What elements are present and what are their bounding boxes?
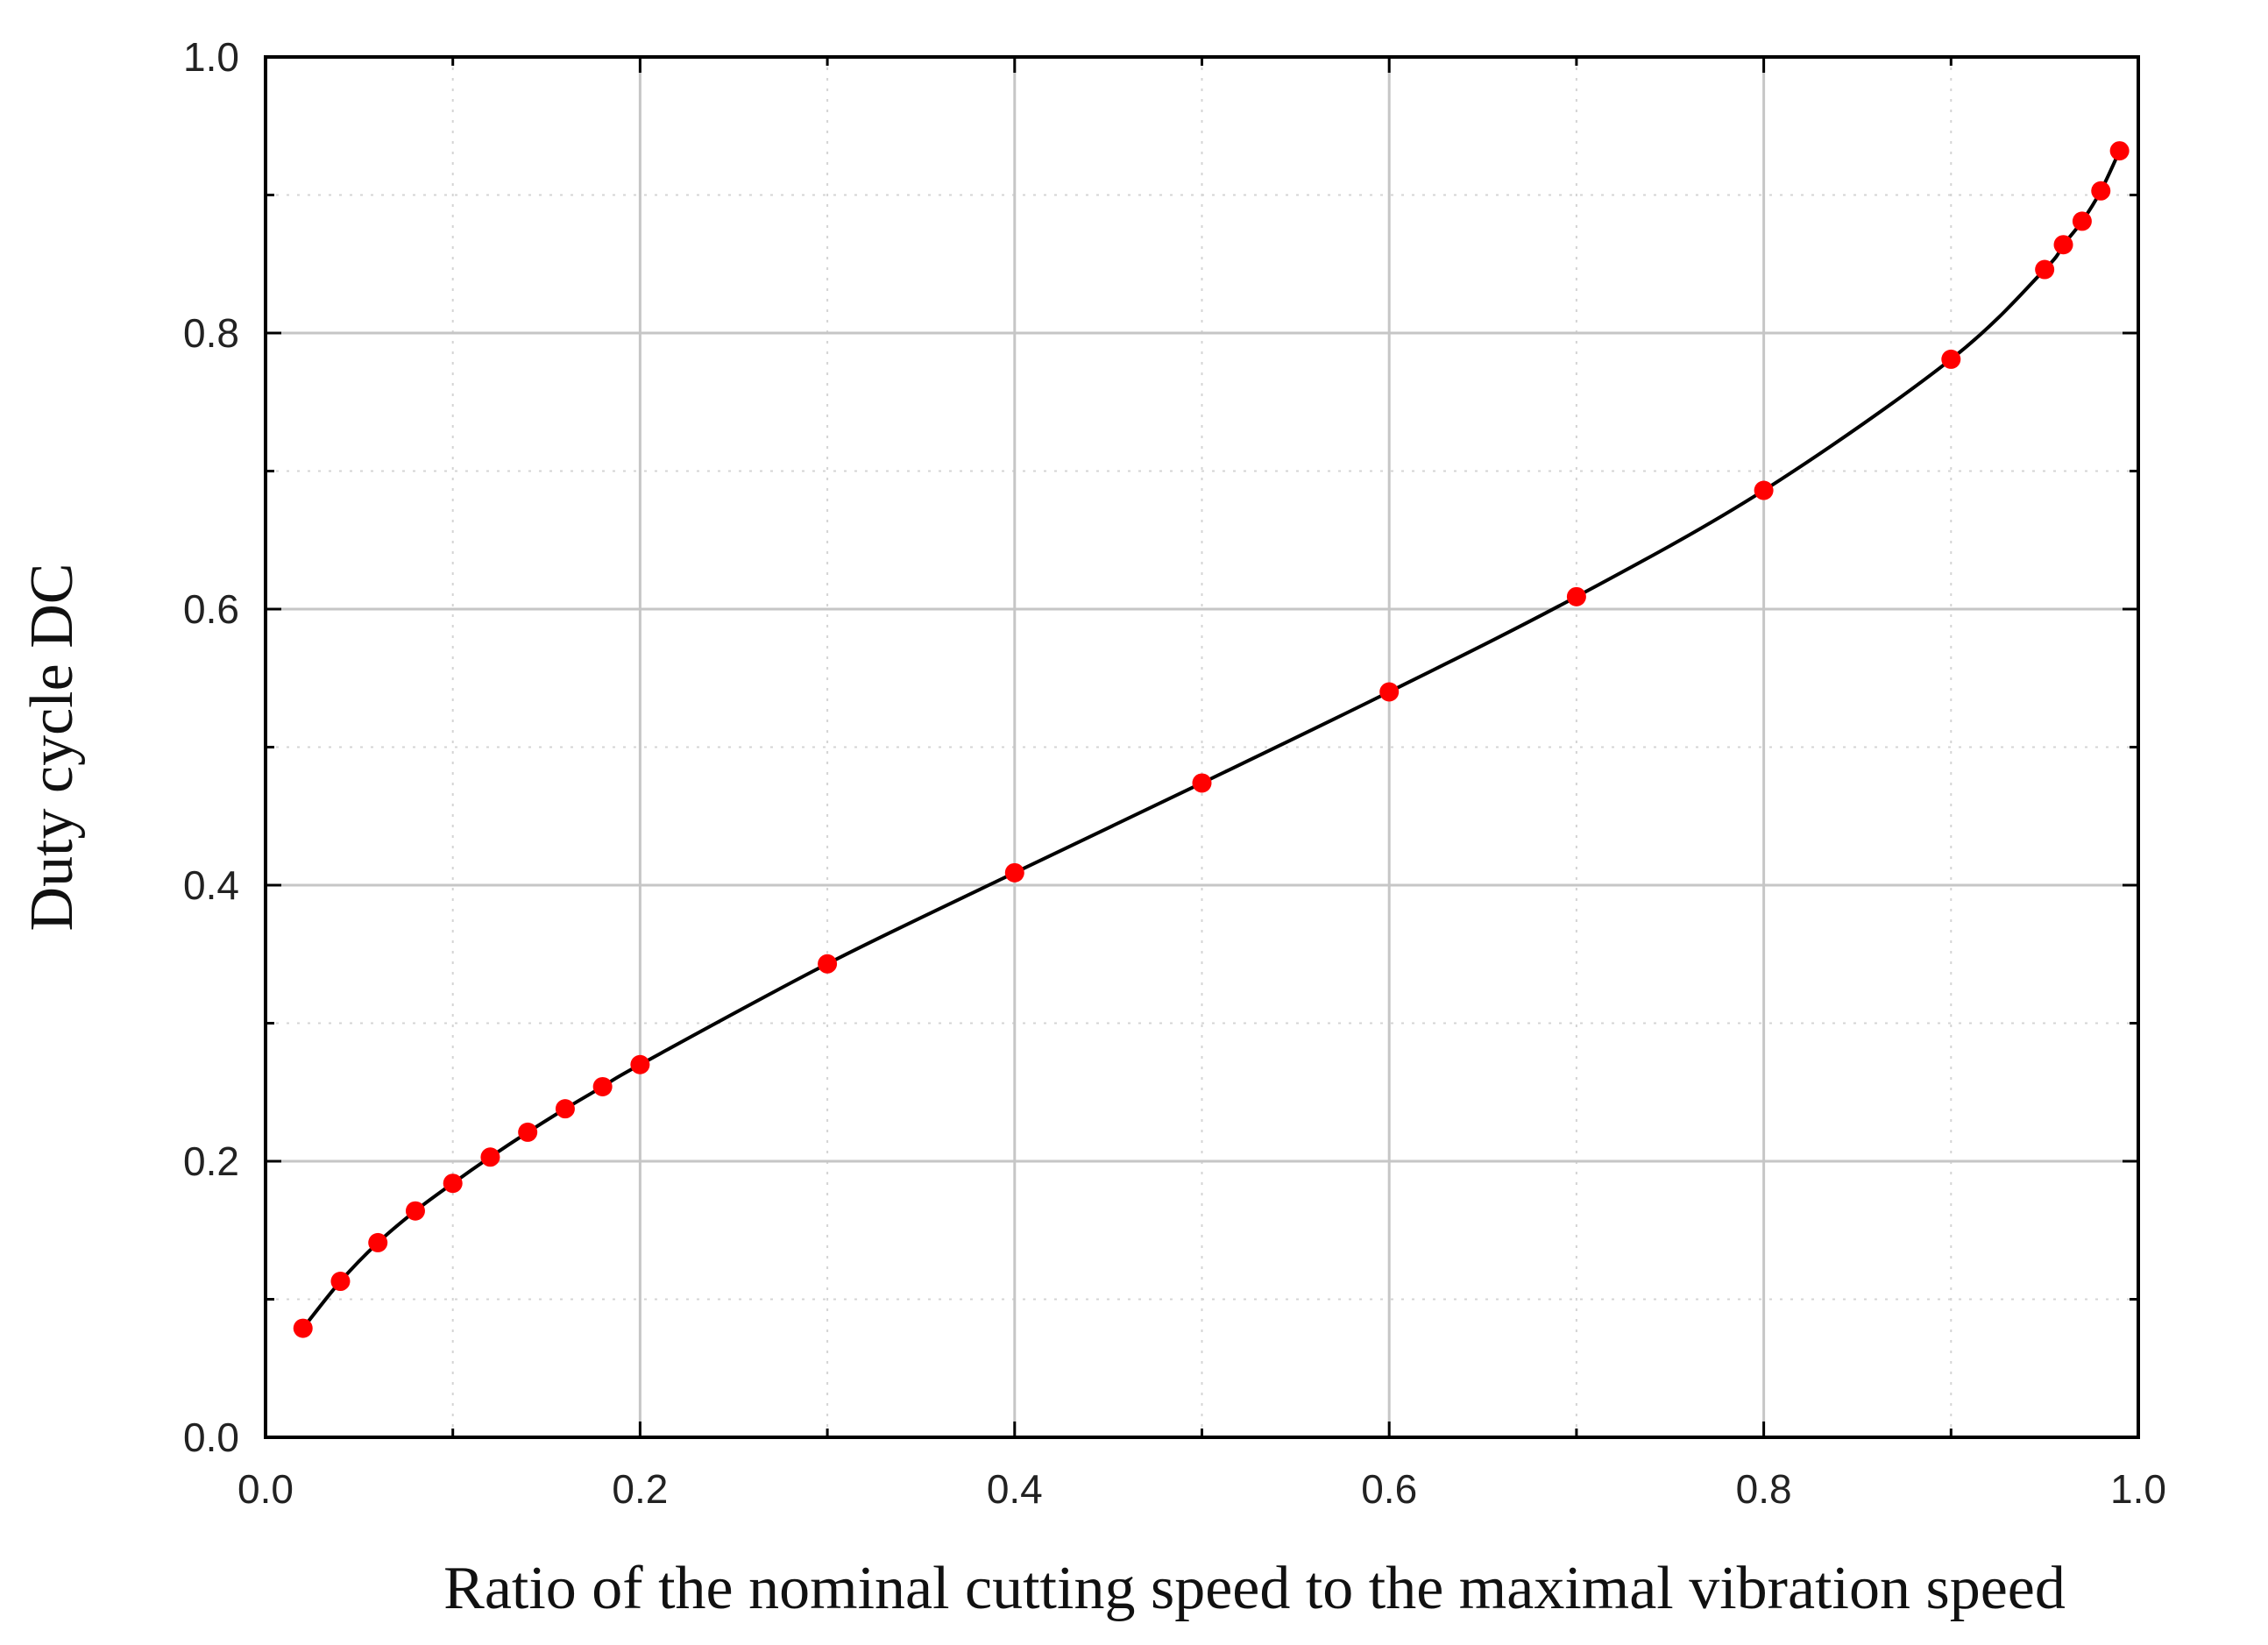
x-axis-ticks: 0.0 0.2 0.4 0.6 0.8 1.0	[237, 57, 2166, 1512]
minor-grid	[266, 57, 2138, 1437]
y-tick-label: 0.0	[183, 1415, 239, 1460]
y-tick-label: 0.2	[183, 1138, 239, 1184]
data-point	[818, 954, 838, 974]
data-point	[592, 1076, 613, 1096]
data-point	[1379, 682, 1400, 702]
data-point	[405, 1201, 425, 1221]
y-tick-label: 1.0	[183, 34, 239, 80]
x-tick-label: 0.0	[237, 1466, 294, 1512]
y-axis-ticks: 0.0 0.2 0.4 0.6 0.8 1.0	[183, 34, 2138, 1460]
x-tick-label: 0.2	[612, 1466, 668, 1512]
data-point	[443, 1173, 463, 1194]
data-point	[2091, 181, 2111, 201]
x-tick-label: 1.0	[2110, 1466, 2166, 1512]
data-point	[330, 1272, 351, 1292]
series-points-group	[293, 141, 2130, 1338]
y-tick-label: 0.8	[183, 310, 239, 356]
data-point	[293, 1318, 313, 1338]
data-point	[630, 1054, 650, 1074]
data-point	[2072, 211, 2092, 231]
data-point	[1004, 862, 1024, 883]
series-line-group	[301, 150, 2122, 1329]
y-tick-label: 0.4	[183, 862, 239, 908]
data-point	[368, 1232, 388, 1252]
x-tick-label: 0.4	[987, 1466, 1043, 1512]
data-point	[518, 1122, 538, 1142]
data-point	[2109, 141, 2130, 161]
x-tick-label: 0.8	[1736, 1466, 1792, 1512]
series-line	[301, 150, 2122, 1329]
major-grid	[266, 57, 2138, 1437]
y-tick-label: 0.6	[183, 586, 239, 632]
y-axis-title: Duty cycle DC	[18, 564, 86, 932]
data-point	[555, 1099, 575, 1119]
data-point	[1754, 480, 1774, 500]
data-point	[2035, 259, 2055, 280]
data-point	[1192, 773, 1212, 793]
x-tick-label: 0.6	[1361, 1466, 1417, 1512]
data-point	[2053, 235, 2073, 255]
data-point	[1566, 586, 1586, 606]
data-point	[480, 1147, 500, 1167]
data-point	[1941, 349, 1961, 369]
x-axis-title: Ratio of the nominal cutting speed to th…	[443, 1555, 2066, 1622]
